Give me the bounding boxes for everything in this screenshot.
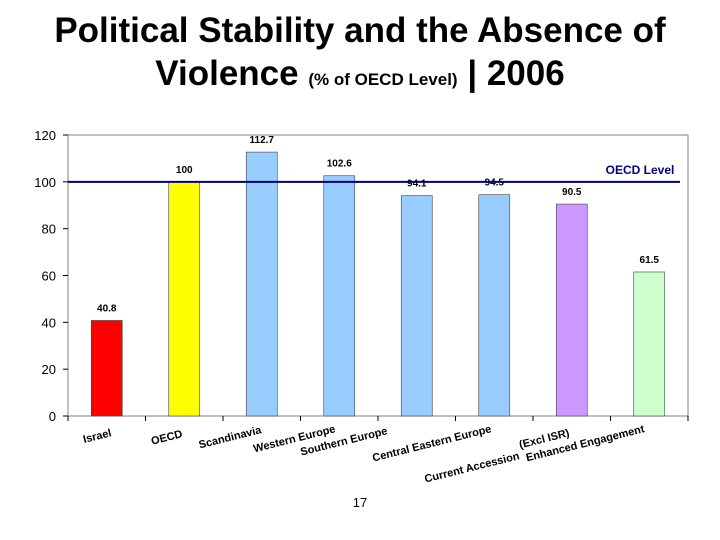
y-tick-label: 0 [49, 409, 56, 424]
bar-8 [633, 271, 666, 417]
title-unit-note: (% of OECD Level) [308, 70, 458, 89]
oecd-level-label: OECD Level [606, 163, 675, 177]
bar-6 [478, 194, 511, 417]
bar-value-label: 102.6 [327, 159, 352, 170]
y-tick-label: 20 [42, 362, 56, 377]
plot-frame [67, 134, 689, 417]
title-line-1: Political Stability and the Absence of [54, 11, 666, 50]
x-tick-label: Israel [82, 427, 113, 446]
bar-value-label: 40.8 [97, 303, 117, 314]
bar-7 [555, 203, 588, 417]
bar-value-label: 94.5 [485, 178, 505, 189]
y-tick-label: 60 [42, 269, 56, 284]
title-year: | 2006 [467, 54, 565, 93]
bar-5 [400, 195, 433, 417]
title-main-word: Violence [155, 54, 299, 93]
y-tick-label: 40 [42, 315, 56, 330]
reference-line-group: OECD Level [68, 163, 680, 183]
x-tick-label: Current Accession [423, 450, 521, 485]
title-line-2: Violence (% of OECD Level) | 2006 [0, 52, 720, 102]
bar-3 [245, 151, 278, 417]
plot-border [67, 134, 689, 417]
bar-value-label: 100 [176, 165, 193, 176]
bar-1 [90, 320, 123, 417]
page-number: 17 [352, 495, 368, 510]
bar-2 [168, 181, 201, 417]
bars-group: 40.8 100 112.7 102.6 94.1 94.5 90.5 61.5 [90, 135, 666, 417]
y-tick-label: 80 [42, 222, 56, 237]
bar-value-label: 90.5 [562, 187, 582, 198]
bar-4 [323, 175, 356, 417]
x-tick-label: Central Eastern Europe [371, 423, 493, 464]
bar-value-label: 112.7 [250, 135, 275, 146]
x-tick-label: OECD [150, 428, 184, 447]
y-axis: 0 20 40 60 80 100 120 [34, 128, 68, 424]
bar-value-label: 94.1 [407, 179, 427, 190]
y-tick-label: 120 [34, 128, 56, 143]
slide-title: Political Stability and the Absence of V… [0, 10, 720, 102]
bar-value-label: 61.5 [640, 255, 660, 266]
y-tick-label: 100 [34, 175, 56, 190]
